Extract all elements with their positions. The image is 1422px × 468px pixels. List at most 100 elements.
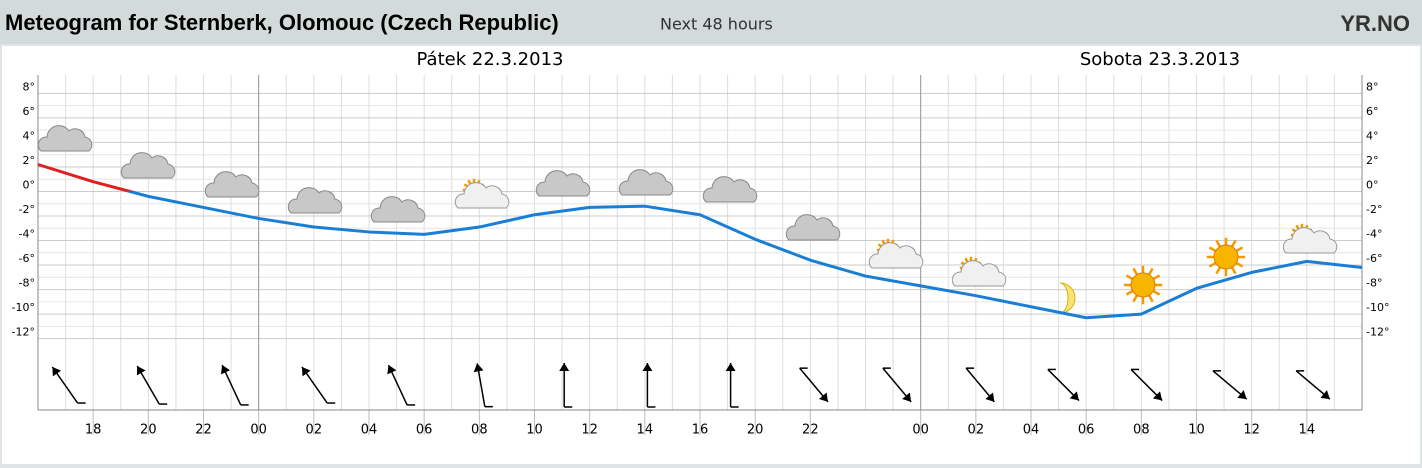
sun-ray <box>1147 267 1154 276</box>
sun-ray <box>1152 274 1161 281</box>
x-tick-label: 02 <box>968 423 985 438</box>
y2-tick-label: -12° <box>1366 326 1389 339</box>
y-tick-label: -8° <box>19 277 35 290</box>
cloud-icon <box>120 152 176 179</box>
y-tick-label: -10° <box>12 301 35 314</box>
x-tick-label: 22 <box>195 423 212 438</box>
temperature-line <box>37 163 1363 320</box>
y2-tick-label: 6° <box>1366 105 1379 118</box>
wind-head <box>473 363 484 373</box>
y-tick-label: -2° <box>19 203 35 216</box>
sun-ray <box>1215 266 1222 275</box>
x-tick-label: 00 <box>250 423 267 438</box>
wind-head <box>902 392 912 402</box>
wind-head <box>220 365 231 375</box>
sun-ray <box>1208 246 1217 253</box>
logo: YR.NO <box>1340 11 1410 36</box>
wind-head <box>725 363 736 371</box>
x-tick-label: 20 <box>747 423 764 438</box>
wind-head <box>1152 391 1163 401</box>
sun-ray <box>881 239 886 245</box>
sun-icon <box>1130 272 1156 298</box>
cloud-icon <box>204 171 260 198</box>
y-tick-label: 8° <box>23 80 36 93</box>
y2-tick-label: -4° <box>1366 228 1382 241</box>
y2-tick-label: 4° <box>1366 129 1379 142</box>
wind-head <box>387 365 397 375</box>
chart-title: Meteogram for Sternberk, Olomouc (Czech … <box>5 10 559 35</box>
x-tick-label: 20 <box>140 423 157 438</box>
wind-head <box>642 363 653 371</box>
sun-ray <box>1230 239 1237 248</box>
x-tick-label: 06 <box>1078 423 1095 438</box>
x-tick-label: 04 <box>1023 423 1040 438</box>
y2-tick-label: 2° <box>1366 154 1379 167</box>
wind-head <box>559 363 570 371</box>
x-tick-label: 00 <box>912 423 929 438</box>
wind-head <box>1069 391 1079 401</box>
day-label: Sobota 23.3.2013 <box>1080 49 1240 70</box>
cloud-icon <box>37 125 93 152</box>
wind-head <box>1320 390 1330 400</box>
cloud-icon <box>951 260 1007 287</box>
sun-ray <box>1132 294 1139 303</box>
y2-tick-label: -2° <box>1366 203 1382 216</box>
sun-ray <box>1147 294 1154 303</box>
x-tick-label: 14 <box>1299 423 1316 438</box>
chart-panel <box>2 46 1420 464</box>
y-tick-label: -6° <box>19 252 35 265</box>
day-label: Pátek 22.3.2013 <box>417 49 564 70</box>
y2-tick-label: -10° <box>1366 301 1389 314</box>
wind-head <box>985 392 995 402</box>
cloud-icon <box>702 176 758 203</box>
wind-head <box>52 366 62 377</box>
x-tick-label: 02 <box>306 423 323 438</box>
cloud-icon <box>1282 227 1338 254</box>
sun-ray <box>1295 224 1300 230</box>
y-tick-label: -12° <box>12 326 35 339</box>
sun-icon <box>1213 244 1239 270</box>
x-tick-label: 14 <box>637 423 654 438</box>
x-tick-label: 12 <box>1243 423 1260 438</box>
x-tick-label: 10 <box>526 423 543 438</box>
header <box>0 0 1422 44</box>
sun-ray <box>1125 274 1134 281</box>
x-tick-label: 22 <box>802 423 819 438</box>
chart-subtitle: Next 48 hours <box>660 15 773 34</box>
y-tick-label: 0° <box>23 178 36 191</box>
wind-head <box>301 366 311 377</box>
x-tick-label: 06 <box>416 423 433 438</box>
sun-ray <box>1208 261 1217 268</box>
sun-ray <box>964 257 969 263</box>
sun-ray <box>1215 239 1222 248</box>
cloud-icon <box>454 182 510 209</box>
x-tick-label: 08 <box>471 423 488 438</box>
sun-ray <box>1152 289 1161 296</box>
cloud-icon <box>618 169 674 196</box>
wind-head <box>136 365 146 376</box>
x-tick-label: 18 <box>85 423 102 438</box>
wind-head <box>1237 390 1247 400</box>
y2-tick-label: 0° <box>1366 178 1379 191</box>
sun-ray <box>1132 267 1139 276</box>
x-tick-label: 16 <box>692 423 709 438</box>
y2-tick-label: -8° <box>1366 277 1382 290</box>
y2-tick-label: -6° <box>1366 252 1382 265</box>
sun-ray <box>1235 261 1244 268</box>
cloud-icon <box>535 170 591 197</box>
cloud-icon <box>785 214 841 241</box>
x-tick-label: 10 <box>1188 423 1205 438</box>
x-tick-label: 12 <box>581 423 598 438</box>
y-tick-label: 2° <box>23 154 36 167</box>
y-tick-label: -4° <box>19 228 35 241</box>
sun-ray <box>467 179 472 185</box>
y-tick-label: 4° <box>23 129 36 142</box>
cloud-icon <box>868 242 924 269</box>
sun-ray <box>1230 266 1237 275</box>
sun-ray <box>1125 289 1134 296</box>
wind-head <box>818 392 828 402</box>
x-tick-label: 08 <box>1133 423 1150 438</box>
sun-ray <box>1235 246 1244 253</box>
cloud-icon <box>370 196 426 223</box>
